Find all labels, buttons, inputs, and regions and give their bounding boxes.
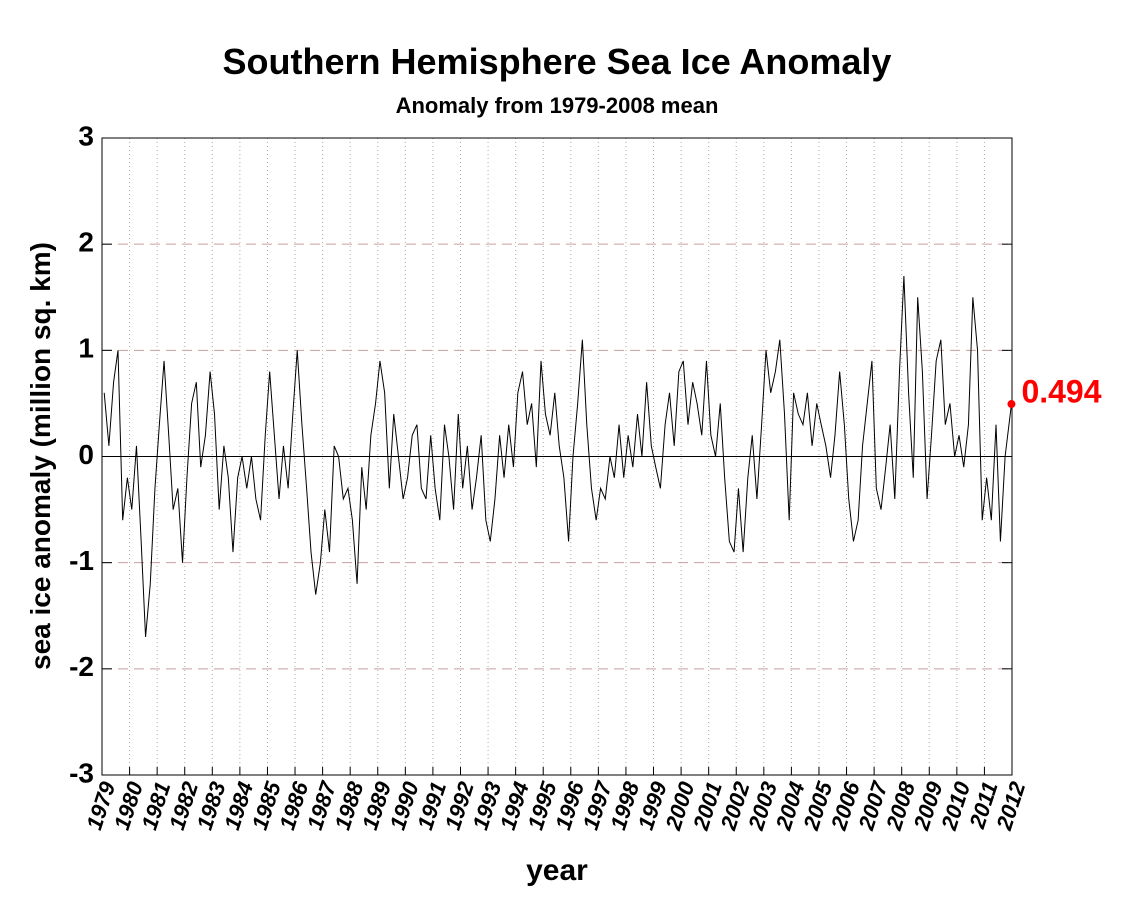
chart-title: Southern Hemisphere Sea Ice Anomaly [223, 41, 892, 82]
latest-value-label: 0.494 [1021, 374, 1101, 410]
y-tick-label: 3 [78, 120, 94, 151]
latest-point [1007, 400, 1016, 409]
y-tick-label: 0 [78, 439, 94, 470]
plot-frame [101, 137, 1013, 776]
x-axis-label: year [526, 854, 588, 887]
y-axis-label: sea ice anomaly (million sq. km) [25, 242, 56, 670]
y-tick-label: -3 [69, 757, 94, 788]
y-tick-label: -2 [69, 651, 94, 682]
y-tick-label: -1 [69, 545, 94, 576]
chart-subtitle: Anomaly from 1979-2008 mean [396, 93, 719, 118]
y-tick-label: 1 [78, 333, 94, 364]
series-line [103, 275, 1012, 638]
y-tick-label: 2 [78, 227, 94, 258]
